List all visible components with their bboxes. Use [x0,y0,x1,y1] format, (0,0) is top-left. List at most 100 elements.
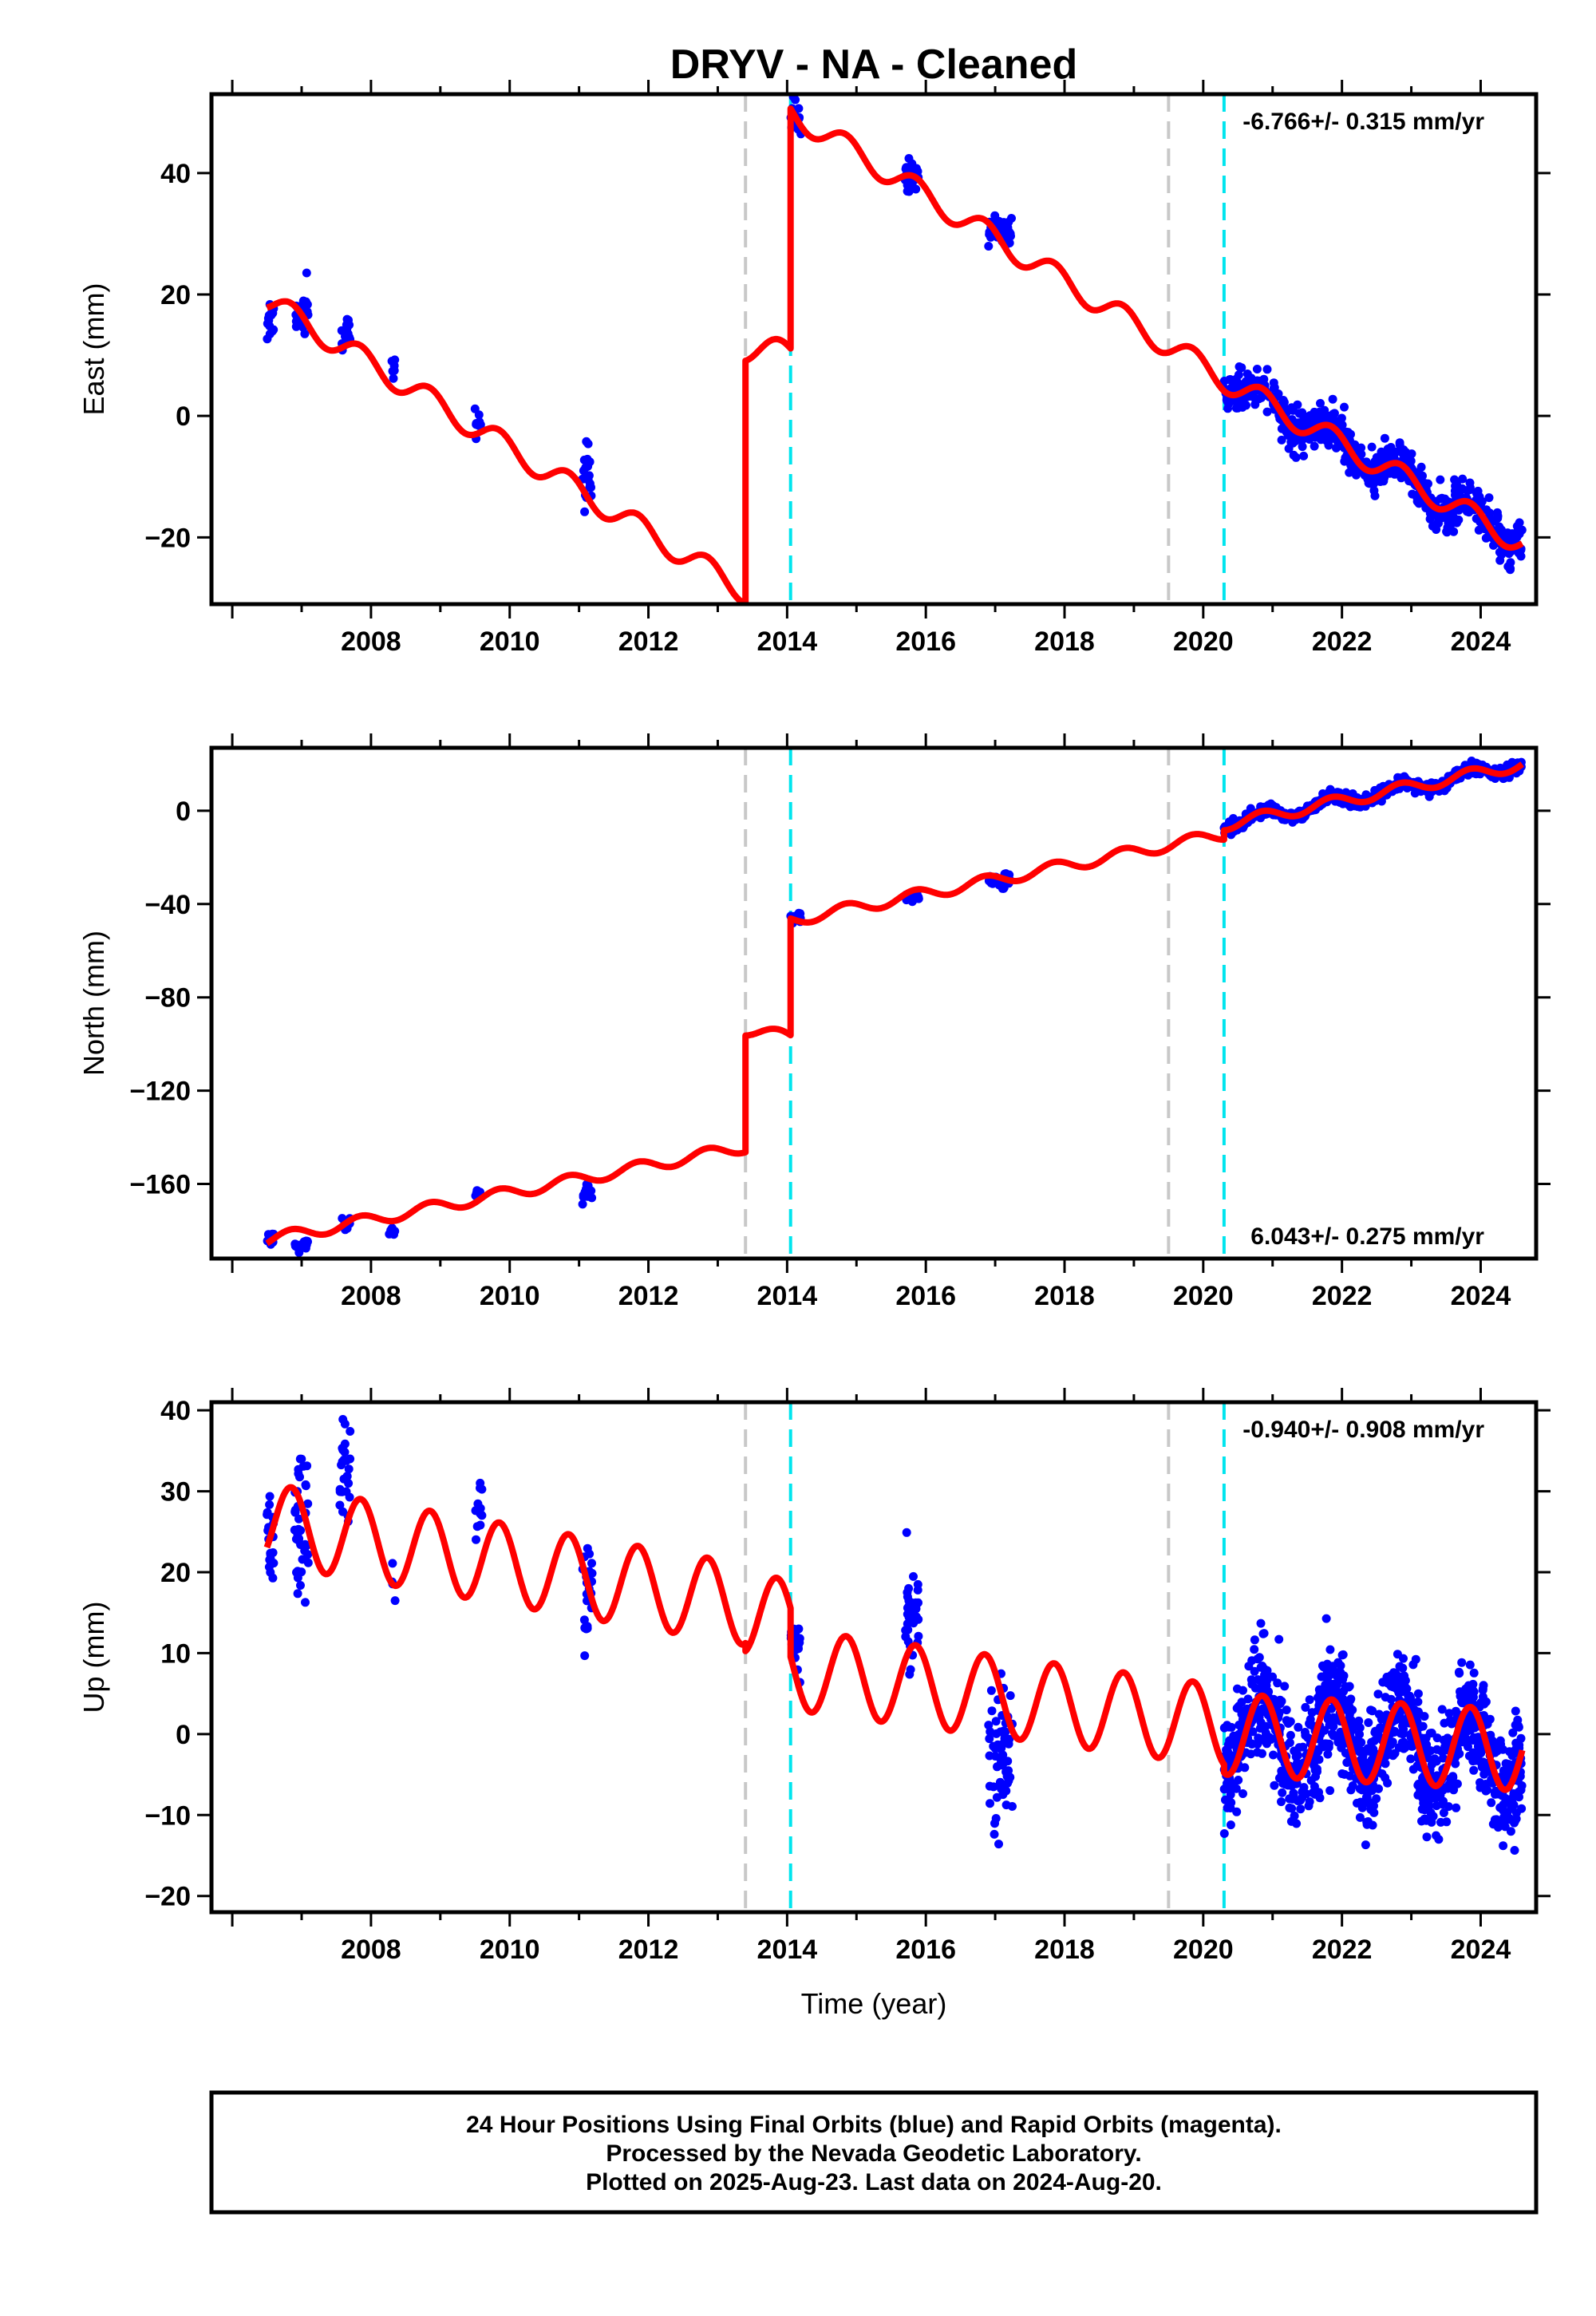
data-point [1005,239,1014,247]
data-point [474,410,484,420]
data-point [1005,1734,1014,1744]
data-point [1277,435,1286,445]
model-curve-east [265,105,1525,604]
data-point [1481,1786,1491,1796]
data-point [1324,1671,1333,1681]
data-point [302,1461,312,1471]
data-point [1230,382,1239,392]
data-point [1323,1749,1333,1759]
data-point [1286,1730,1295,1740]
data-point [1234,370,1243,380]
data-point [1369,1745,1378,1754]
data-point [578,1199,587,1209]
data-point [1255,1705,1265,1714]
data-point [1366,1784,1376,1793]
x-tick-label-east: 2008 [341,626,401,657]
data-point [1503,1796,1513,1806]
data-point [389,373,398,383]
y-tick-label-north: −40 [144,890,191,920]
data-point [338,1415,348,1424]
data-point [1274,1773,1284,1783]
data-point [1490,1815,1499,1824]
data-point [1413,1689,1423,1698]
x-tick-label-up: 2018 [1034,1935,1095,1965]
data-point [1406,456,1416,466]
data-point [1454,1667,1464,1677]
data-point [1506,565,1515,575]
x-tick-label-up: 2014 [757,1935,818,1965]
x-tick-label-up: 2022 [1312,1935,1373,1965]
x-tick-label-up: 2012 [618,1935,679,1965]
data-point [476,1510,486,1520]
data-point [1367,1756,1377,1765]
data-point [1311,433,1321,442]
data-point [1514,1722,1523,1732]
data-point [1340,402,1349,412]
data-point [990,1829,999,1839]
data-point [587,1559,596,1568]
data-point [1298,442,1307,452]
data-point [1452,1803,1461,1812]
data-point [1320,405,1329,415]
footer-line-1: 24 Hour Positions Using Final Orbits (bl… [466,2112,1282,2138]
data-point [1005,227,1014,236]
data-point [1340,456,1349,466]
model-curve-north [265,761,1525,1247]
data-point [986,1686,996,1695]
data-point [292,1240,302,1250]
data-point [1399,449,1408,459]
data-point [913,1579,922,1589]
data-point [1352,470,1361,480]
x-tick-label-east: 2024 [1451,626,1511,657]
data-point [903,1592,912,1602]
data-point [1310,407,1319,417]
data-point [1264,800,1274,810]
data-point [1333,1658,1343,1667]
data-point [991,1814,1001,1823]
data-point [914,1598,922,1607]
data-point [476,1520,485,1530]
data-point [1250,1645,1259,1654]
data-point [1316,398,1325,408]
data-point [1479,1769,1489,1779]
data-point [1386,1740,1396,1749]
data-point [1253,1654,1262,1664]
data-point [337,1460,346,1470]
data-point [1411,1654,1420,1664]
data-point [346,1427,355,1436]
data-point [1287,403,1297,413]
data-point [1507,1751,1517,1761]
data-point [1262,407,1272,417]
y-tick-label-up: −20 [144,1882,191,1912]
data-point [344,1464,354,1474]
data-point [1237,1697,1246,1707]
data-point [263,334,272,344]
x-tick-label-east: 2022 [1312,626,1373,657]
data-points-north [263,757,1526,1257]
data-point [472,1535,480,1544]
data-point [1436,475,1445,484]
y-tick-label-north: −120 [129,1077,191,1107]
data-point [1383,1778,1393,1788]
data-point [342,1472,352,1481]
data-point [581,1186,591,1196]
data-point [1495,555,1505,565]
data-point [1262,365,1272,374]
data-point [1219,1829,1229,1838]
data-point [1482,505,1491,515]
data-point [1318,1661,1327,1670]
data-point [1252,365,1262,373]
data-point [297,1567,306,1577]
data-point [1438,1753,1448,1763]
y-tick-label-east: 40 [160,159,191,189]
data-point [991,1717,1001,1726]
data-point [389,1230,398,1239]
data-point [1301,1702,1310,1712]
data-point [1353,444,1363,453]
x-tick-label-up: 2020 [1173,1935,1234,1965]
x-tick-label-up: 2016 [895,1935,956,1965]
data-point [294,1535,303,1545]
data-point [1321,1739,1330,1749]
data-point [1457,1658,1467,1667]
data-point [1504,1760,1514,1769]
